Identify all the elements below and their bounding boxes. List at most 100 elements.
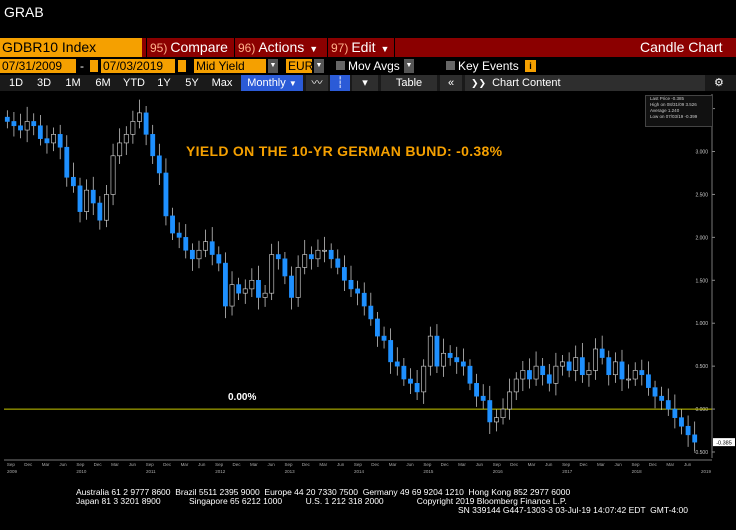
x-year-label: 2018	[632, 469, 643, 474]
candle-body	[619, 361, 625, 380]
yield-field-select[interactable]: Mid Yield	[194, 59, 266, 73]
x-tick-label: Dec	[163, 462, 172, 467]
collapse-icon[interactable]: «	[440, 75, 462, 91]
footer-session-info: SN 339144 G447-1303-3 03-Jul-19 14:07:42…	[458, 505, 688, 515]
candle-body	[70, 176, 76, 187]
candle-body	[242, 288, 248, 294]
period-button-6m[interactable]: 6M	[95, 77, 111, 89]
edit-menu[interactable]: 97) Edit ▼	[331, 38, 389, 57]
x-tick-label: Jun	[198, 462, 206, 467]
x-tick-label: Sep	[632, 462, 641, 467]
x-tick-label: Dec	[441, 462, 450, 467]
x-tick-label: Dec	[232, 462, 241, 467]
candle-body	[90, 189, 96, 204]
key-events-checkbox[interactable]	[446, 61, 455, 70]
candle-body	[348, 279, 354, 290]
ticker-field[interactable]: GDBR10 Index	[0, 38, 142, 57]
candle-body	[341, 267, 347, 281]
line-chart-icon[interactable]: 〰	[306, 75, 328, 91]
candle-body	[97, 202, 103, 221]
x-tick-label: Mar	[597, 462, 605, 467]
candle-body	[434, 335, 440, 367]
candle-body	[540, 365, 546, 376]
candle-body	[487, 400, 493, 423]
candle-body	[355, 288, 361, 294]
candle-body	[236, 284, 242, 294]
candle-body	[652, 387, 658, 397]
compare-menu[interactable]: 95) Compare	[150, 38, 228, 57]
period-button-ytd[interactable]: YTD	[123, 77, 145, 89]
chevron-down-icon: ▼	[380, 44, 390, 54]
menu-bar	[0, 38, 736, 57]
candle-body	[513, 378, 519, 393]
chevron-down-icon[interactable]: ▼	[268, 59, 278, 73]
chevron-down-icon[interactable]: ▾	[352, 75, 378, 91]
end-date-field[interactable]: 07/03/2019	[101, 59, 175, 73]
candle-body	[401, 365, 407, 380]
candle-body	[573, 357, 579, 371]
x-year-label: 2012	[215, 469, 226, 474]
chart-content-button[interactable]: ❯❯ Chart Content	[465, 75, 705, 91]
candle-body	[672, 408, 678, 418]
chevron-down-icon[interactable]: ▼	[314, 59, 324, 73]
footer-contacts-line1: Australia 61 2 9777 8600 Brazil 5511 239…	[76, 487, 571, 497]
info-icon[interactable]: i	[525, 60, 536, 72]
date-range-dash: -	[80, 59, 84, 73]
legend-average: Average 1.240	[650, 108, 680, 113]
y-tick-label: 3.000	[695, 150, 708, 156]
candle-body	[441, 352, 446, 367]
candle-body	[170, 215, 175, 234]
period-button-max[interactable]: Max	[211, 77, 233, 89]
candle-body	[427, 335, 433, 367]
mov-avgs-checkbox[interactable]	[336, 61, 345, 70]
candle-body	[606, 357, 612, 376]
actions-menu[interactable]: 96) Actions ▼	[238, 38, 318, 57]
x-year-label: 2013	[285, 469, 296, 474]
period-button-1m[interactable]: 1M	[65, 77, 81, 89]
candle-body	[467, 365, 473, 384]
candle-body	[447, 352, 453, 358]
chevron-down-icon[interactable]: ▼	[404, 59, 414, 73]
calendar-icon[interactable]	[90, 60, 98, 72]
candle-body	[553, 365, 559, 384]
period-button-1y[interactable]: 1Y	[157, 77, 171, 89]
table-button[interactable]: Table	[381, 75, 437, 91]
x-tick-label: Sep	[76, 462, 85, 467]
legend-low: Low on 07/03/19 -0.399	[650, 114, 698, 119]
x-tick-label: Jun	[684, 462, 692, 467]
y-tick-label: -0.500	[694, 450, 708, 456]
x-tick-label: Jun	[268, 462, 276, 467]
expand-icon: ❯❯	[471, 78, 487, 88]
candle-body	[599, 348, 605, 358]
candle-body	[189, 249, 195, 260]
candle-body	[229, 284, 235, 307]
key-events-label: Key Events	[458, 59, 519, 73]
start-date-field[interactable]: 07/31/2009	[0, 59, 76, 73]
candle-body	[31, 121, 37, 127]
menu-separator	[327, 38, 328, 57]
price-chart[interactable]: 3.5003.0002.5002.0001.5001.0000.5000.000…	[0, 92, 736, 488]
period-button-1d[interactable]: 1D	[8, 77, 24, 89]
chart-type-label[interactable]: Candle Chart	[640, 39, 723, 55]
candle-chart-icon[interactable]: ┆	[330, 75, 350, 91]
frequency-select[interactable]: Monthly ▼	[241, 75, 303, 91]
chart-legend: Last Price -0.385 High on 08/31/09 3.526…	[645, 95, 713, 127]
x-tick-label: Sep	[493, 462, 502, 467]
legend-last-price: Last Price -0.385	[650, 96, 685, 101]
candle-body	[480, 395, 486, 401]
x-tick-label: Sep	[354, 462, 363, 467]
calendar-icon[interactable]	[178, 60, 186, 72]
candle-body	[11, 121, 17, 127]
period-button-5y[interactable]: 5Y	[185, 77, 199, 89]
candle-body	[474, 383, 479, 397]
currency-select[interactable]: EUR	[286, 59, 314, 73]
x-year-label: 2009	[7, 469, 18, 474]
candle-body	[4, 116, 10, 122]
x-tick-label: Jun	[59, 462, 67, 467]
actions-menu-label: Actions	[258, 39, 305, 55]
gear-icon[interactable]: ⚙	[714, 77, 724, 89]
candle-body	[249, 279, 255, 290]
candle-body	[546, 374, 552, 384]
candle-body	[302, 254, 308, 268]
period-button-3d[interactable]: 3D	[36, 77, 52, 89]
